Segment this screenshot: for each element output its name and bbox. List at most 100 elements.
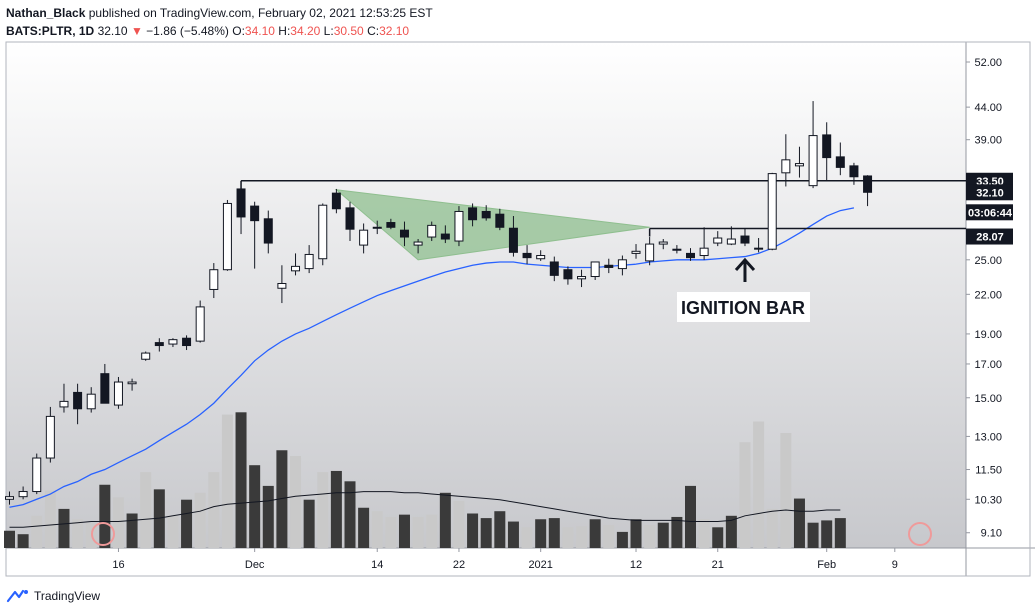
volume-bar bbox=[385, 516, 397, 548]
volume-bar bbox=[630, 519, 642, 548]
price-tick-label: 22.00 bbox=[974, 289, 1002, 301]
candle-body bbox=[73, 391, 83, 410]
volume-bar bbox=[657, 522, 669, 548]
candle-body bbox=[86, 393, 96, 410]
volume-bar bbox=[344, 481, 356, 548]
candle-body bbox=[481, 210, 491, 219]
volume-bar bbox=[807, 522, 819, 548]
price-tick-label: 17.00 bbox=[974, 359, 1002, 371]
candle-body bbox=[822, 134, 832, 159]
candle-body bbox=[781, 159, 791, 174]
candle-body bbox=[440, 233, 450, 240]
author-name[interactable]: Nathan_Black bbox=[6, 6, 86, 20]
low-value: 30.50 bbox=[333, 24, 364, 38]
volume-bar bbox=[99, 484, 111, 548]
candle-body bbox=[604, 264, 614, 268]
volume-bar bbox=[725, 515, 737, 548]
price-tick-label: 25.00 bbox=[974, 255, 1002, 267]
candle-body bbox=[277, 283, 287, 289]
candle-body bbox=[291, 265, 301, 272]
volume-bar bbox=[480, 518, 492, 548]
volume-bar bbox=[685, 485, 696, 548]
publish-info: published on TradingView.com, February 0… bbox=[88, 6, 433, 20]
candle-body bbox=[754, 247, 764, 250]
candle-body bbox=[359, 229, 369, 246]
volume-bar bbox=[698, 519, 710, 548]
candle-body bbox=[113, 381, 123, 406]
candle-body bbox=[835, 156, 845, 168]
price-tick-label: 9.10 bbox=[981, 528, 1002, 540]
volume-bar bbox=[562, 527, 574, 548]
level-28-07-label: 28.07 bbox=[976, 232, 1004, 244]
volume-bar bbox=[834, 518, 846, 548]
candle-body bbox=[672, 248, 682, 251]
candle-body bbox=[250, 205, 260, 222]
candle-body bbox=[468, 207, 478, 221]
volume-bar bbox=[603, 525, 615, 548]
earnings-event-icon bbox=[91, 522, 115, 546]
volume-bar bbox=[358, 507, 370, 548]
volume-bar bbox=[453, 500, 465, 548]
volume-bar bbox=[4, 530, 15, 548]
volume-bar bbox=[535, 519, 547, 548]
volume-bar bbox=[58, 508, 70, 548]
volume-bar bbox=[112, 497, 124, 548]
candle-body bbox=[304, 253, 314, 270]
candle-body bbox=[549, 261, 559, 276]
candle-body bbox=[508, 227, 518, 253]
time-tick-label: 14 bbox=[371, 559, 383, 571]
candle-body bbox=[372, 226, 382, 229]
volume-bar bbox=[140, 472, 152, 548]
volume-bar bbox=[153, 489, 165, 548]
candle-body bbox=[59, 400, 69, 408]
high-label: H: bbox=[278, 24, 291, 38]
candle-body bbox=[863, 175, 873, 193]
candle-body bbox=[713, 237, 723, 244]
candle-body bbox=[740, 235, 750, 244]
tradingview-logo-icon bbox=[6, 589, 28, 603]
volume-bar bbox=[766, 508, 778, 548]
price-tick-label: 39.00 bbox=[974, 135, 1002, 147]
candle-body bbox=[331, 192, 341, 210]
chart-area[interactable]: IGNITION BAR 52.00 44.00 39.00 25.00 22.00 19.… bbox=[0, 40, 1035, 580]
candle-body bbox=[454, 210, 464, 242]
volume-bar bbox=[44, 490, 56, 548]
volume-bar bbox=[548, 518, 560, 548]
candle-body bbox=[195, 306, 205, 342]
candle-body bbox=[100, 373, 110, 404]
symbol-interval: BATS:PLTR, 1D bbox=[6, 24, 95, 38]
price-tick-label: 11.50 bbox=[975, 465, 1002, 477]
volume-bar bbox=[249, 465, 261, 548]
volume-bar bbox=[181, 499, 193, 548]
time-tick-label: 21 bbox=[712, 559, 724, 571]
candle-body bbox=[658, 241, 668, 245]
up-arrow-icon bbox=[734, 257, 756, 282]
open-label: O: bbox=[232, 24, 245, 38]
down-arrow-icon: ▼ bbox=[130, 24, 143, 38]
candle-body bbox=[209, 269, 219, 290]
candle-body bbox=[617, 259, 627, 270]
candle-body bbox=[18, 491, 28, 498]
candle-body bbox=[345, 207, 355, 230]
candle-body bbox=[222, 202, 232, 271]
candle-body bbox=[5, 496, 14, 500]
annotation-box bbox=[677, 292, 810, 322]
last-price: 32.10 bbox=[97, 24, 128, 38]
last-price-box bbox=[966, 184, 1013, 201]
time-tick-label: 9 bbox=[892, 559, 898, 571]
volume-bar bbox=[276, 450, 288, 548]
candle-body bbox=[577, 276, 587, 280]
volume-bar bbox=[753, 421, 765, 548]
high-value: 34.20 bbox=[290, 24, 321, 38]
earnings-event-icon bbox=[908, 522, 932, 546]
volume-bar bbox=[221, 414, 233, 548]
time-tick-label: 12 bbox=[630, 559, 642, 571]
volume-bar bbox=[821, 520, 833, 548]
footer-brand[interactable]: TradingView bbox=[34, 589, 101, 603]
price-chart[interactable]: IGNITION BAR 52.00 44.00 39.00 25.00 22.00 19.… bbox=[0, 40, 1035, 580]
volume-bar bbox=[290, 456, 302, 548]
volume-bar bbox=[712, 527, 724, 548]
candle-body bbox=[168, 339, 178, 345]
candle-body bbox=[808, 135, 818, 187]
candle-body bbox=[645, 243, 655, 262]
